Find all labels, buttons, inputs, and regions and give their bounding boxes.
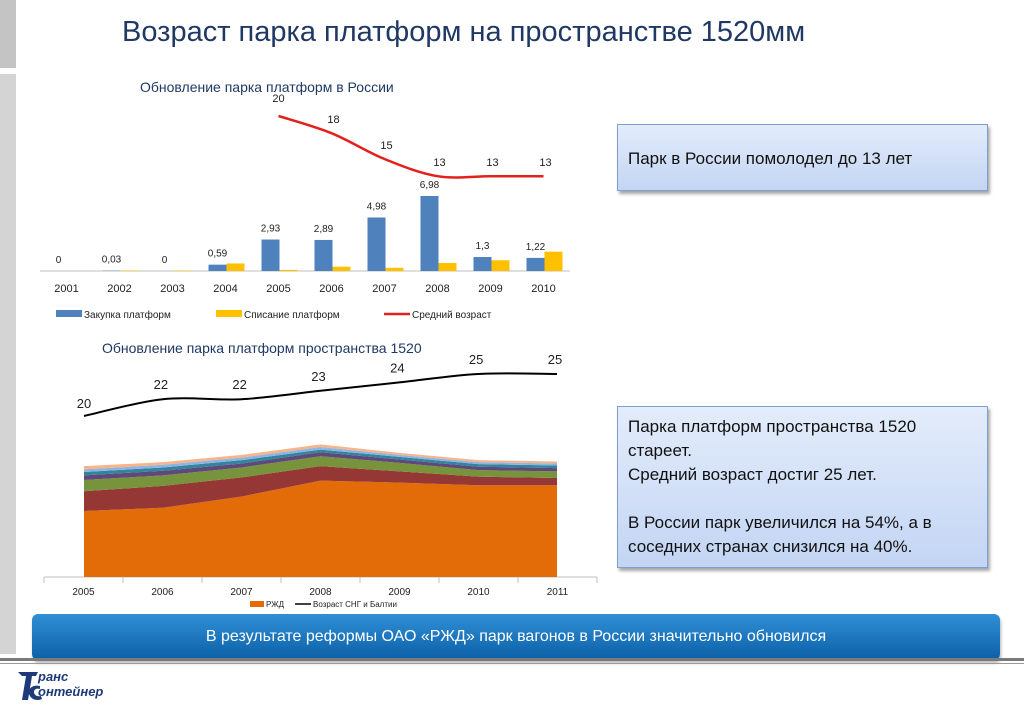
data-label: 0,03 [102,255,122,266]
age-label: 25 [469,352,483,367]
space1520-age-callout: Парка платформ пространства 1520 стареет… [617,406,988,568]
bar-purchase [314,239,333,271]
legend-label: Средний возраст [412,310,492,321]
tick-label: 2002 [107,283,131,295]
area-series [84,452,557,480]
tick-label: 2008 [309,587,332,598]
chart2-title: Обновление парка платформ пространства 1… [102,340,422,356]
callout-line [628,487,977,511]
side-accent-top [0,0,16,68]
age-label: 13 [539,157,551,169]
bar-purchase [261,239,280,271]
age-label: 15 [380,140,392,152]
legend-swatch [250,601,264,607]
data-label: 1,22 [526,242,546,253]
legend-label: РЖД [266,600,285,609]
logo-mark-icon [18,672,42,700]
callout-line: В России парк увеличился на 54%, а в [628,513,932,532]
callout-line: соседних странах снизился на 40%. [628,537,913,556]
age-label: 20 [77,396,91,411]
data-label: 2,93 [261,224,281,235]
tick-label: 2008 [425,283,449,295]
age-label: 23 [311,369,325,384]
data-label: 0 [56,255,62,266]
footer-divider-thin [0,663,1024,664]
data-label: 2,89 [314,224,334,235]
tick-label: 2009 [388,587,411,598]
legend-swatch [56,310,82,317]
bar-purchase [208,264,227,271]
tick-label: 2003 [160,283,184,295]
bar-writeoff [385,267,404,271]
data-label: 6,98 [420,180,440,191]
footer-divider [0,658,1024,661]
legend-label: Возраст СНГ и Балтии [313,600,397,609]
bar-writeoff [544,251,563,271]
bar-purchase [526,257,545,271]
tick-label: 2010 [531,283,555,295]
data-label: 1,3 [476,241,490,252]
bar-writeoff [279,269,298,271]
bar-purchase [420,196,439,271]
age-label: 20 [272,93,284,105]
callout-line: Средний возраст достиг 25 лет. [628,465,877,484]
transcontainer-logo: ранс онтейнер [16,666,126,704]
tick-label: 2011 [547,587,569,598]
age-label: 13 [433,157,445,169]
bar-writeoff [491,260,510,271]
tick-label: 2007 [230,587,253,598]
chart1-title: Обновление парка платформ в России [140,79,394,95]
bar-writeoff [173,270,192,271]
line-average-age [278,114,544,179]
age-label: 18 [327,114,339,126]
area-series [84,480,557,577]
tick-label: 2004 [213,283,237,295]
bar-writeoff [438,262,457,271]
legend-label: Закупка платформ [84,309,171,321]
area-series [84,466,557,511]
bar-writeoff [226,263,245,271]
callout-line: Парка платформ пространства 1520 [628,417,917,436]
side-accent-bar [0,74,16,654]
bar-purchase [367,217,386,271]
age-label: 22 [154,377,168,392]
logo-text-line2: онтейнер [38,684,104,699]
bar-purchase [473,257,492,271]
data-label: 4,98 [367,201,387,212]
callout-line: стареет. [628,441,692,460]
tick-label: 2005 [72,587,95,598]
tick-label: 2009 [478,283,502,295]
area-series [84,456,557,492]
age-label: 25 [548,352,562,367]
age-label: 22 [232,377,246,392]
russia-age-callout-text: Парк в России помолодел до 13 лет [628,149,913,168]
legend-swatch [216,310,242,317]
line-cis-baltic-age [83,372,558,417]
tick-label: 2006 [151,587,174,598]
slide-title: Возраст парка платформ на пространстве 1… [122,16,806,48]
bar-writeoff [332,266,351,271]
tick-label: 2005 [266,283,290,295]
conclusion-banner-text: В результате реформы ОАО «РЖД» парк ваго… [205,628,827,645]
tick-label: 2010 [467,587,490,598]
legend-label: Списание платформ [244,309,340,321]
tick-label: 2006 [319,283,343,295]
russia-age-callout: Парк в России помолодел до 13 лет [617,124,988,191]
logo-text-line1: ранс [38,669,69,684]
conclusion-banner: В результате реформы ОАО «РЖД» парк ваго… [32,614,1000,660]
tick-label: 2001 [54,283,78,295]
data-label: 0,59 [208,249,228,260]
age-label: 13 [486,157,498,169]
data-label: 0 [162,255,168,266]
age-label: 24 [390,360,404,375]
bar-writeoff [120,270,139,271]
tick-label: 2007 [372,283,396,295]
